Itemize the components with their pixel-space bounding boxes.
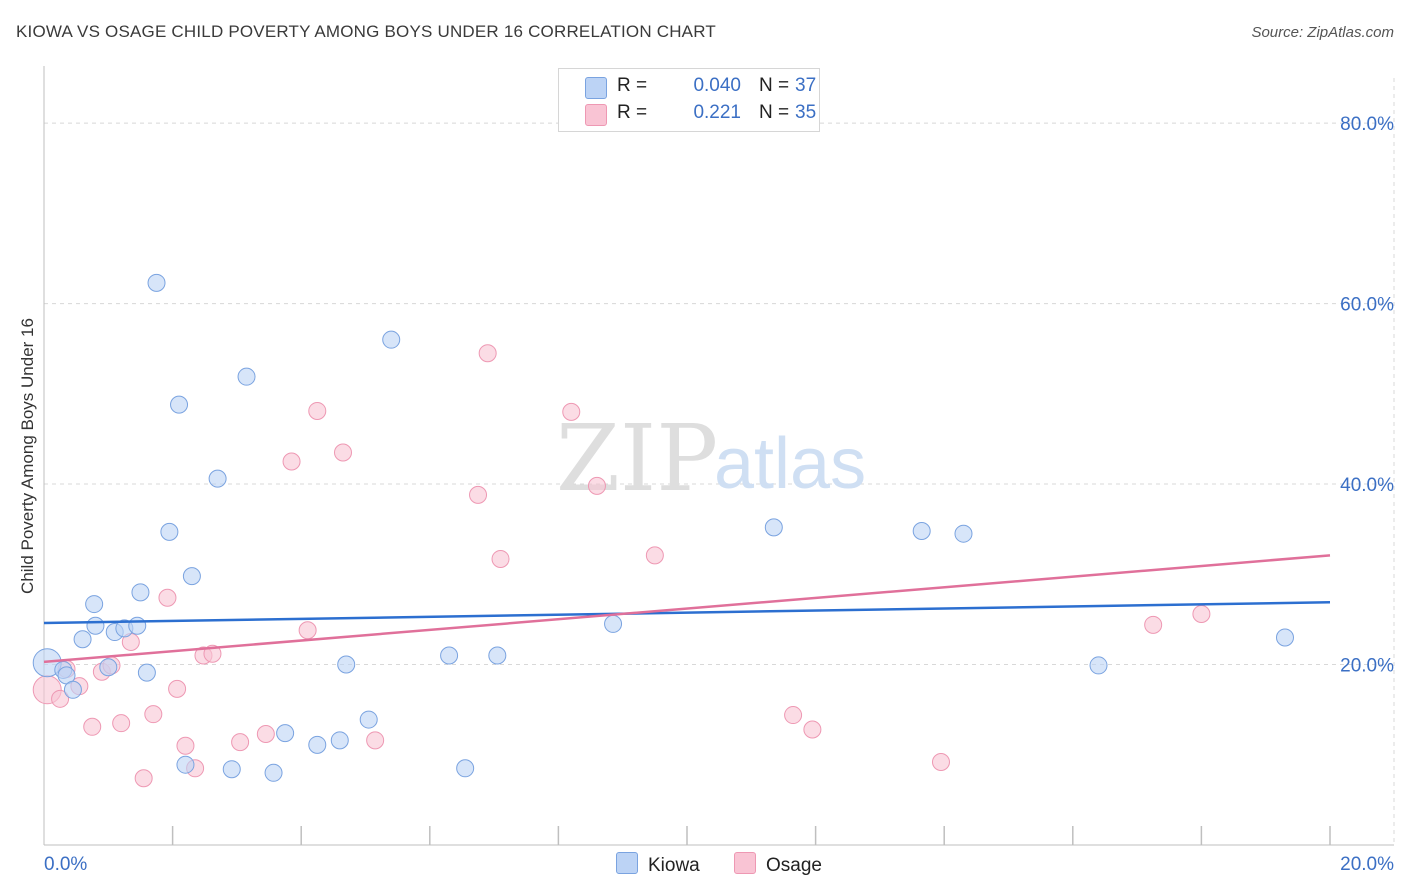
kiowa-point xyxy=(264,763,283,782)
kiowa-point xyxy=(128,616,147,635)
osage-trend-line xyxy=(43,554,1331,664)
y-tick-label: 60.0% xyxy=(1340,295,1394,316)
kiowa-point xyxy=(488,646,507,665)
kiowa-point xyxy=(764,518,783,537)
osage-point xyxy=(231,733,250,752)
kiowa-point xyxy=(912,521,931,540)
osage-point xyxy=(491,549,510,568)
osage-point xyxy=(587,476,606,495)
legend-r-label: R = xyxy=(617,102,648,123)
osage-swatch xyxy=(585,104,607,126)
kiowa-point xyxy=(73,630,92,649)
x-tick-label: 20.0% xyxy=(1340,854,1394,875)
osage-point xyxy=(298,621,317,640)
kiowa-points xyxy=(32,273,1294,782)
kiowa-point xyxy=(182,567,201,586)
kiowa-point xyxy=(276,724,295,743)
osage-legend-swatch xyxy=(734,852,756,874)
osage-point xyxy=(134,769,153,788)
legend-n-label: N = xyxy=(759,102,790,123)
osage-point xyxy=(1144,615,1163,634)
osage-point xyxy=(308,401,327,420)
osage-point xyxy=(803,720,822,739)
kiowa-trend-line xyxy=(43,601,1331,625)
correlation-legend: R = 0.040 N = 37 R = 0.221 N = 35 xyxy=(558,68,820,132)
osage-point xyxy=(51,689,70,708)
kiowa-point xyxy=(137,663,156,682)
kiowa-point xyxy=(176,755,195,774)
osage-legend-label: Osage xyxy=(766,855,822,876)
osage-point xyxy=(1192,604,1211,623)
osage-point xyxy=(469,485,488,504)
kiowa-point xyxy=(86,616,105,635)
legend-r-value-kiowa: 0.040 xyxy=(693,75,741,96)
kiowa-point xyxy=(208,469,227,488)
watermark-zip: ZIP xyxy=(556,405,718,512)
kiowa-point xyxy=(1089,656,1108,675)
kiowa-swatch xyxy=(585,77,607,99)
chart-title: KIOWA VS OSAGE CHILD POVERTY AMONG BOYS … xyxy=(16,22,716,41)
kiowa-point xyxy=(382,330,401,349)
osage-point xyxy=(83,717,102,736)
kiowa-point xyxy=(604,614,623,633)
axes xyxy=(43,66,1394,846)
osage-point xyxy=(282,452,301,471)
kiowa-point xyxy=(99,658,118,677)
osage-point xyxy=(645,546,664,565)
kiowa-point xyxy=(308,735,327,754)
osage-point xyxy=(366,731,385,750)
kiowa-point xyxy=(1275,628,1294,647)
y-tick-label: 80.0% xyxy=(1340,114,1394,135)
kiowa-point xyxy=(63,680,82,699)
bottom-legend-osage: Osage xyxy=(734,852,822,877)
kiowa-point xyxy=(954,524,973,543)
kiowa-point xyxy=(456,759,475,778)
kiowa-point xyxy=(147,273,166,292)
osage-point xyxy=(112,714,131,733)
kiowa-legend-label: Kiowa xyxy=(648,855,700,876)
kiowa-point xyxy=(440,646,459,665)
osage-point xyxy=(333,443,352,462)
source-attribution: Source: ZipAtlas.com xyxy=(1251,24,1394,41)
osage-point xyxy=(168,679,187,698)
y-tick-label: 20.0% xyxy=(1340,656,1394,677)
osage-point xyxy=(562,402,581,421)
osage-point xyxy=(931,752,950,771)
kiowa-legend-swatch xyxy=(616,852,638,874)
watermark-atlas: atlas xyxy=(714,424,866,504)
legend-n-value-osage: 35 xyxy=(795,102,817,123)
kiowa-point xyxy=(85,595,104,614)
kiowa-point xyxy=(160,522,179,541)
osage-point xyxy=(784,706,803,725)
bottom-legend-kiowa: Kiowa xyxy=(616,852,700,877)
kiowa-point xyxy=(330,731,349,750)
kiowa-point xyxy=(170,395,189,414)
osage-point xyxy=(158,588,177,607)
legend-r-label: R = xyxy=(617,75,648,96)
kiowa-point xyxy=(237,367,256,386)
legend-n-value-kiowa: 37 xyxy=(795,75,817,96)
tick-labels: 20.0% 40.0% 60.0% 80.0% 0.0% 20.0% xyxy=(44,114,1394,875)
kiowa-point xyxy=(131,583,150,602)
legend-r-value-osage: 0.221 xyxy=(693,102,741,123)
trend-lines xyxy=(43,554,1331,664)
x-tick-label: 0.0% xyxy=(44,854,87,875)
kiowa-point xyxy=(359,710,378,729)
kiowa-point xyxy=(222,760,241,779)
osage-point xyxy=(176,736,195,755)
osage-point xyxy=(144,705,163,724)
osage-point xyxy=(478,344,497,363)
legend-n-label: N = xyxy=(759,75,790,96)
kiowa-point xyxy=(337,655,356,674)
osage-point xyxy=(256,725,275,744)
y-tick-label: 40.0% xyxy=(1340,475,1394,496)
